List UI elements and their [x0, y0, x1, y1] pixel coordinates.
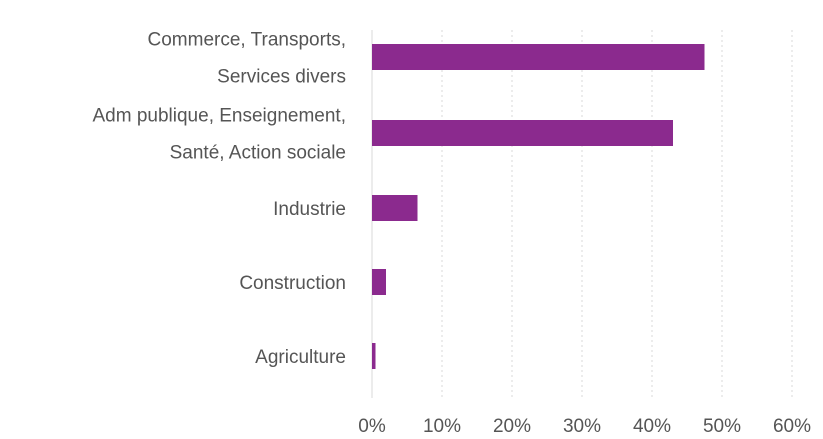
bar-layer [372, 44, 705, 369]
category-label: Adm publique, Enseignement, Santé, Action… [93, 106, 347, 164]
category-label-line: Santé, Action sociale [170, 143, 346, 164]
category-label: Commerce, Transports, Services divers [148, 30, 347, 88]
category-label: Industrie [273, 199, 346, 220]
x-tick-labels: 0% 10% 20% 30% 40% 50% 60% [358, 416, 811, 437]
category-label-line: Services divers [217, 67, 346, 88]
category-labels: Commerce, Transports, Services divers Adm … [93, 30, 347, 369]
x-tick-label: 10% [423, 416, 461, 437]
x-tick-label: 30% [563, 416, 601, 437]
x-tick-label: 40% [633, 416, 671, 437]
x-tick-label: 20% [493, 416, 531, 437]
bar [372, 44, 705, 70]
x-tick-label: 60% [773, 416, 811, 437]
bar [372, 195, 418, 221]
category-label: Agriculture [255, 347, 346, 368]
bar [372, 343, 376, 369]
category-label-line: Commerce, Transports, [148, 30, 347, 51]
category-label-line: Industrie [273, 199, 346, 220]
category-label-line: Adm publique, Enseignement, [93, 106, 347, 127]
x-tick-label: 50% [703, 416, 741, 437]
x-tick-label: 0% [358, 416, 386, 437]
grid-layer [371, 30, 793, 398]
category-label: Construction [239, 273, 346, 294]
category-label-line: Construction [239, 273, 346, 294]
bar [372, 120, 673, 146]
bar [372, 269, 386, 295]
category-label-line: Agriculture [255, 347, 346, 368]
